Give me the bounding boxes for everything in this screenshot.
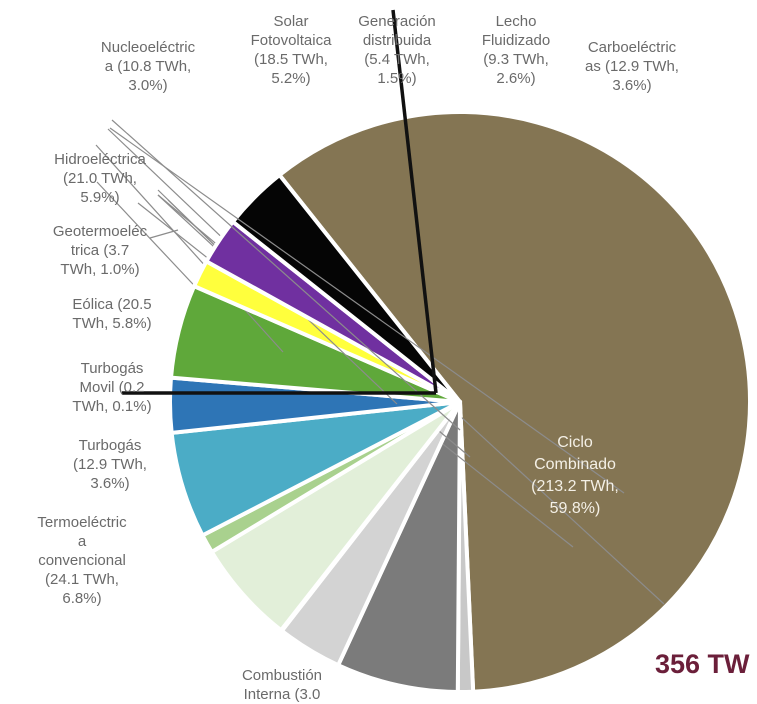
- total-label: 356 TW: [655, 649, 750, 679]
- slice-label-12: Lecho Fluidizado (9.3 TWh, 2.6%): [481, 13, 551, 87]
- slice-label-4: Turbogás (12.9 TWh, 3.6%): [73, 437, 147, 492]
- leader-line-13: [109, 127, 625, 494]
- slice-label-8: Hidroeléctrica (21.0 TWh, 5.9%): [54, 151, 146, 206]
- leader-line-10: [95, 144, 284, 353]
- pie-slice-1: [277, 110, 752, 694]
- pie-slice-3: [336, 400, 462, 694]
- leader-line-12: [111, 119, 461, 431]
- slice-label-3: Termoeléctric a convencional (24.1 TWh, …: [37, 514, 127, 607]
- slice-label-2: Combustión Interna (3.0: [241, 667, 323, 703]
- slice-label-5: Turbogás Movil (0.2 TWh, 0.1%): [72, 360, 152, 415]
- pointer-line-2: [391, 9, 438, 394]
- slice-label-13: Carboeléctric as (12.9 TWh, 3.6%): [585, 39, 679, 94]
- leader-line-9: [96, 181, 206, 298]
- slice-label-7: Geotermoeléc trica (3.7 TWh, 1.0%): [52, 223, 148, 278]
- slice-label-1: Ciclo Combinado (213.2 TWh, 59.8%): [531, 434, 619, 517]
- slice-label-9: Nucleoeléctric a (10.8 TWh, 3.0%): [100, 39, 196, 94]
- slice-label-6: Eólica (20.5 TWh, 5.8%): [72, 296, 152, 332]
- pie-slice-13: [230, 173, 462, 404]
- slice-label-11: Generación distribuida (5.4 TWh, 1.5%): [358, 13, 436, 87]
- slice-label-10: Solar Fotovoltaica (18.5 TWh, 5.2%): [250, 13, 332, 87]
